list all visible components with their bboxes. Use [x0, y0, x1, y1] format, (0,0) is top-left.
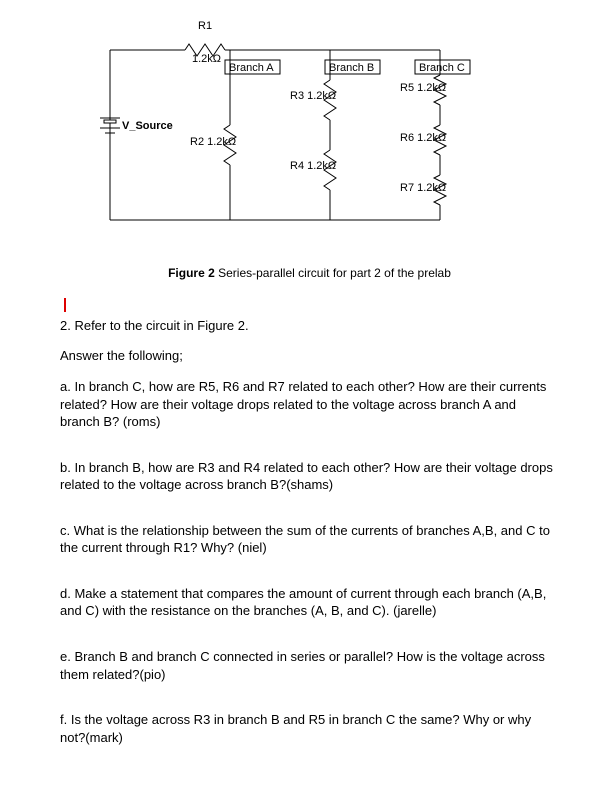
r6-label: R6 1.2kΩ — [400, 132, 446, 144]
r1-value-label: 1.2kΩ — [192, 53, 221, 65]
question-2b: b. In branch B, how are R3 and R4 relate… — [60, 459, 559, 494]
branch-c-label: Branch C — [419, 62, 465, 74]
r3-label: R3 1.2kΩ — [290, 90, 336, 102]
question-2-stem: 2. Refer to the circuit in Figure 2. — [60, 318, 559, 333]
vsource-label: V_Source — [122, 120, 173, 132]
figure-caption: Figure 2 Series-parallel circuit for par… — [60, 266, 559, 280]
r2-label: R2 1.2kΩ — [190, 136, 236, 148]
question-2e: e. Branch B and branch C connected in se… — [60, 648, 559, 683]
r1-name-label: R1 — [198, 20, 212, 32]
r5-label: R5 1.2kΩ — [400, 82, 446, 94]
text-cursor — [64, 298, 66, 312]
branch-b-label: Branch B — [329, 62, 374, 74]
question-2f: f. Is the voltage across R3 in branch B … — [60, 711, 559, 746]
question-2a: a. In branch C, how are R5, R6 and R7 re… — [60, 378, 559, 431]
question-2d: d. Make a statement that compares the am… — [60, 585, 559, 620]
circuit-diagram: R1 1.2kΩ V_Source Branch A Branch B Bran… — [70, 20, 490, 260]
question-2c: c. What is the relationship between the … — [60, 522, 559, 557]
r7-label: R7 1.2kΩ — [400, 182, 446, 194]
question-lead: Answer the following; — [60, 347, 559, 365]
r4-label: R4 1.2kΩ — [290, 160, 336, 172]
branch-a-label: Branch A — [229, 62, 274, 74]
